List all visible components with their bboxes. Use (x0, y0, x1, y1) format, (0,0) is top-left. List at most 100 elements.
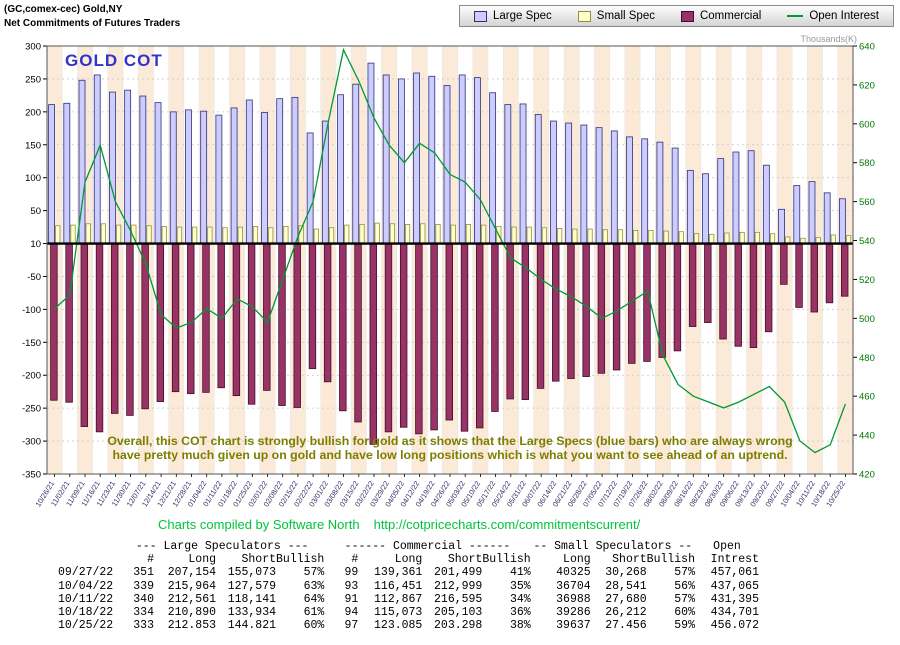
large-spec-bar (519, 103, 527, 244)
small-spec-bar (252, 226, 259, 244)
commercial-bar (704, 243, 712, 323)
small-spec-bar (693, 233, 700, 244)
large-spec-bar (808, 181, 816, 244)
cot-chart-page: (GC,comex-cec) Gold,NY Net Commitments o… (4, 4, 900, 632)
large-spec-bar (626, 136, 633, 244)
row-cell: 93 (344, 579, 359, 593)
left-axis-label: 100 (25, 173, 41, 184)
row-cell: 351 (133, 566, 154, 580)
small-spec-bar (161, 226, 167, 244)
commercial-bar (187, 243, 195, 395)
row-cell: 36704 (556, 579, 591, 593)
right-axis-label: 520 (859, 275, 875, 286)
small-spec-bar (435, 224, 441, 244)
chart-watermark: GOLD COT (65, 51, 163, 70)
row-cell: 434,701 (710, 606, 759, 620)
commercial-bar (308, 243, 317, 370)
small-spec-bar (724, 232, 730, 244)
large-spec-bar (580, 124, 588, 244)
commercial-bar (688, 243, 697, 327)
row-cell: 139,361 (374, 566, 423, 580)
row-cell: 91 (344, 592, 359, 606)
small-spec-bar (313, 228, 319, 244)
right-axis-label: 600 (859, 119, 875, 130)
right-axis-title: Thousands(K) (800, 34, 857, 44)
large-spec-bar (367, 62, 375, 244)
commercial-bar (202, 243, 210, 393)
commercial-bar (506, 243, 514, 400)
table-column-header: Bullish (276, 553, 325, 567)
row-cell: 212,561 (167, 592, 216, 606)
row-cell: 115,073 (374, 606, 423, 620)
left-axis-label: -300 (22, 437, 41, 448)
table-column-header: Bullish (646, 553, 695, 567)
small-spec-bar (146, 225, 152, 244)
row-cell: 63% (303, 579, 325, 593)
legend-swatch (680, 10, 694, 22)
large-spec-bar (732, 151, 740, 244)
row-cell: 97 (344, 619, 359, 633)
commercial-bar (323, 243, 332, 383)
credit-url[interactable]: http://cotpricecharts.com/commitmentscur… (373, 517, 641, 532)
small-spec-bar (389, 223, 395, 244)
commercial-bar (764, 243, 773, 333)
small-spec-bar (222, 227, 228, 244)
row-cell: 57% (303, 566, 325, 580)
commercial-bar (810, 243, 818, 313)
large-spec-bar (230, 107, 238, 244)
row-cell: 127,579 (227, 579, 276, 593)
credit-line: Charts compiled by Software North http://… (158, 517, 900, 532)
commercial-bar (719, 243, 727, 340)
large-spec-bar (793, 185, 801, 244)
commercial-bar (552, 243, 560, 382)
small-spec-bar (769, 233, 776, 244)
row-cell: 334 (133, 606, 154, 620)
row-cell: 39286 (556, 606, 591, 620)
row-date: 10/25/22 (58, 619, 114, 633)
legend-item-open-interest: Open Interest (787, 10, 879, 22)
table-row: 10/25/22 333 212.853 144.821 60% 97 123.085 203… (58, 619, 759, 632)
small-spec-bar (678, 231, 684, 244)
left-axis-label: -350 (22, 470, 41, 481)
row-cell: 36% (509, 606, 531, 620)
commercial-bar (582, 243, 590, 377)
table-column-header: Bullish (482, 553, 531, 567)
commercial-bar (247, 243, 256, 405)
annotation-line1: Overall, this COT chart is strongly bull… (107, 434, 792, 448)
legend-label: Open Interest (809, 10, 879, 22)
large-spec-bar (443, 85, 451, 244)
row-cell: 64% (303, 592, 325, 606)
commercial-bar (415, 243, 423, 435)
large-spec-bar (352, 83, 360, 244)
right-axis-label: 580 (859, 158, 875, 169)
open-interest-line-swatch (787, 15, 804, 17)
large-spec-bar (838, 198, 846, 244)
small-spec-bar (55, 225, 61, 244)
commercial-bar (354, 243, 362, 423)
right-axis-label: 620 (859, 80, 875, 91)
table-column-header: # (351, 553, 359, 567)
left-axis-label: 50 (30, 206, 41, 217)
large-spec-bar (382, 74, 390, 244)
row-cell: 437,065 (710, 579, 759, 593)
table-column-header: Long (188, 553, 216, 567)
left-axis-label: 150 (25, 140, 41, 151)
row-cell: 210,890 (167, 606, 216, 620)
table-column-header: Short (447, 553, 483, 567)
row-cell: 212.853 (167, 619, 216, 633)
row-cell: 38% (509, 619, 531, 633)
row-cell: 456.072 (710, 619, 759, 633)
small-spec-bar (830, 234, 836, 244)
row-cell: 36988 (556, 592, 591, 606)
instrument-title: (GC,comex-cec) Gold,NY (4, 4, 123, 15)
commercial-bar (80, 243, 89, 427)
table-column-header (58, 553, 120, 566)
small-spec-bar (100, 223, 107, 244)
row-cell: 27,680 (605, 592, 647, 606)
commercial-bar (780, 243, 788, 285)
large-spec-bar (428, 75, 436, 244)
legend-item-small-spec: Small Spec (577, 10, 655, 22)
legend-label: Commercial (699, 10, 762, 22)
row-date: 10/04/22 (58, 579, 114, 593)
chart-subtitle: Net Commitments of Futures Traders (4, 17, 181, 29)
